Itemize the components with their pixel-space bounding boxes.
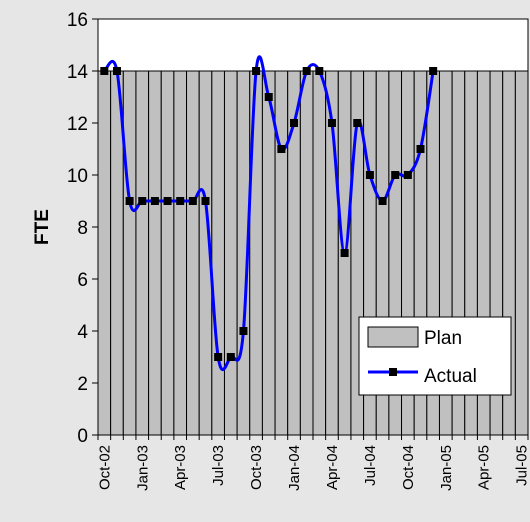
- actual-point: [201, 197, 210, 205]
- plan-bar: [274, 70, 289, 436]
- plan-bar: [173, 70, 188, 436]
- y-tick-label: 14: [67, 62, 89, 83]
- actual-point: [188, 197, 197, 205]
- y-tick-label: 2: [77, 374, 88, 395]
- x-tick-label: Oct-04: [400, 445, 417, 490]
- actual-point: [353, 119, 362, 127]
- actual-point: [264, 93, 273, 101]
- actual-point: [327, 119, 336, 127]
- actual-point: [138, 197, 147, 205]
- plan-bar: [312, 70, 327, 436]
- actual-point: [302, 67, 311, 75]
- x-tick-label: Oct-02: [96, 445, 113, 490]
- legend-actual-label: Actual: [424, 366, 477, 387]
- plan-bar: [135, 70, 150, 436]
- x-tick-label: Jul-05: [514, 445, 530, 486]
- plan-bar: [186, 70, 200, 436]
- plan-bar: [211, 70, 225, 436]
- x-tick-label: Apr-04: [324, 445, 341, 490]
- x-tick-label: Jul-03: [210, 445, 227, 486]
- actual-point: [150, 197, 159, 205]
- actual-point: [290, 119, 299, 127]
- plan-bar: [97, 70, 112, 436]
- actual-point: [403, 171, 412, 179]
- plan-bar: [160, 70, 175, 436]
- actual-point: [239, 327, 248, 335]
- legend: Plan Actual: [358, 316, 512, 396]
- actual-point: [391, 171, 400, 179]
- plan-bar: [223, 70, 238, 436]
- actual-point: [214, 353, 223, 361]
- x-tick-label: Jan-04: [286, 445, 303, 491]
- plan-bar: [148, 70, 162, 436]
- actual-point: [226, 353, 235, 361]
- actual-point: [163, 197, 172, 205]
- plan-bar: [261, 70, 276, 436]
- y-tick-label: 12: [67, 114, 88, 135]
- y-tick-label: 10: [67, 166, 88, 187]
- legend-actual-marker: [389, 368, 397, 376]
- actual-point: [176, 197, 185, 205]
- x-tick-label: Jan-03: [134, 445, 151, 491]
- actual-point: [378, 197, 387, 205]
- x-tick-label: Apr-03: [172, 445, 189, 490]
- plan-bar: [514, 70, 529, 436]
- y-tick-label: 6: [77, 270, 88, 291]
- y-tick-label: 16: [67, 10, 88, 31]
- y-tick-label: 8: [77, 218, 88, 239]
- x-tick-label: Apr-05: [476, 445, 493, 490]
- actual-point: [340, 249, 349, 257]
- x-tick-label: Oct-03: [248, 445, 265, 490]
- x-tick-label: Jul-04: [362, 445, 379, 486]
- actual-point: [429, 67, 438, 75]
- actual-point: [252, 67, 261, 75]
- actual-point: [112, 67, 121, 75]
- plan-bar: [299, 70, 314, 436]
- actual-point: [365, 171, 374, 179]
- plan-bar: [122, 70, 137, 436]
- actual-series: [100, 55, 438, 372]
- actual-point: [277, 145, 286, 153]
- y-axis-label: FTE: [32, 209, 53, 245]
- legend-plan-swatch: [367, 326, 419, 348]
- actual-point: [416, 145, 425, 153]
- actual-point: [125, 197, 134, 205]
- actual-line: [102, 55, 435, 372]
- actual-point: [315, 67, 324, 75]
- x-tick-label: Jan-05: [438, 445, 455, 491]
- y-tick-label: 4: [77, 322, 88, 343]
- actual-point: [100, 67, 109, 75]
- legend-plan-label: Plan: [424, 328, 462, 349]
- y-tick-label: 0: [77, 426, 88, 447]
- axis-ticks: 0 2 4 6 8 10 12 14 16 Oct-02 Jan-03 Apr-03 Jul-03 Oct…: [67, 10, 530, 491]
